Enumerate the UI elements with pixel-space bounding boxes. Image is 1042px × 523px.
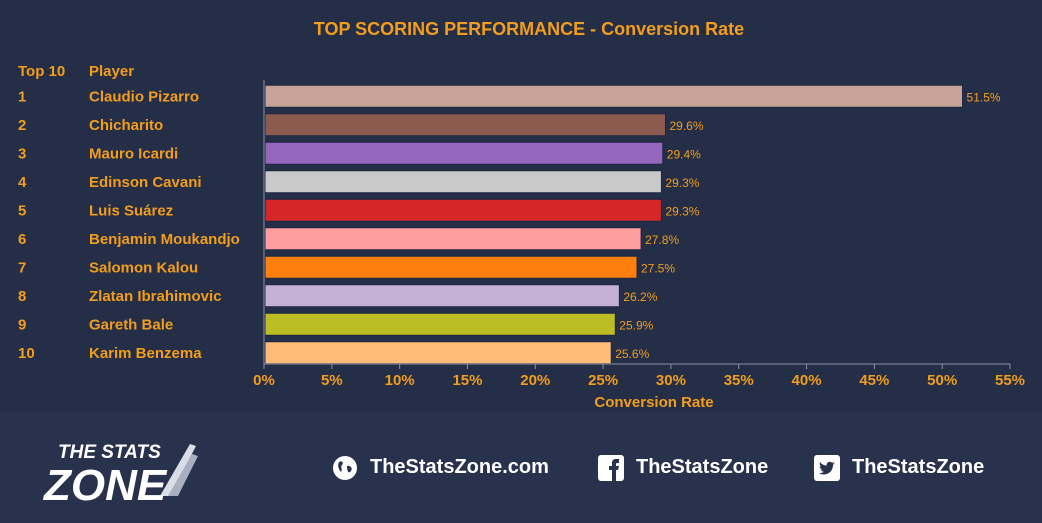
player-name: Mauro Icardi — [89, 145, 178, 162]
rank-label: 8 — [18, 288, 26, 305]
x-tick-label: 50% — [927, 372, 957, 389]
rank-label: 10 — [18, 345, 35, 362]
bar — [264, 284, 620, 308]
x-tick-label: 40% — [792, 372, 822, 389]
data-label: 29.3% — [665, 176, 699, 190]
data-label: 25.9% — [619, 318, 653, 332]
player-name: Zlatan Ibrahimovic — [89, 288, 222, 305]
stats-zone-logo: THE STATS ZONE — [42, 442, 198, 510]
data-label: 29.6% — [669, 119, 703, 133]
bar-rows: 1 Claudio Pizarro 51.5% 2 Chicharito 29.6% 3 Ma… — [18, 84, 1001, 365]
bar — [264, 255, 638, 279]
x-axis-label: Conversion Rate — [594, 394, 713, 411]
rank-label: 6 — [18, 231, 26, 248]
player-name: Chicharito — [89, 117, 163, 134]
x-tick-label: 15% — [452, 372, 482, 389]
logo-line2: ZONE — [42, 461, 168, 510]
x-tick-label: 5% — [321, 372, 343, 389]
player-name: Salomon Kalou — [89, 259, 198, 276]
globe-icon — [333, 455, 357, 480]
x-tick-label: 45% — [859, 372, 889, 389]
data-label: 27.5% — [641, 261, 675, 275]
bar-chart: TOP SCORING PERFORMANCE - Conversion Rat… — [18, 19, 1025, 411]
x-axis: 0% 5% 10% 15% 20% 25% 30% 35% 40% 45% 50% 55% — [253, 363, 1025, 389]
player-name: Edinson Cavani — [89, 174, 202, 191]
player-name: Claudio Pizarro — [89, 88, 199, 105]
chart-panel: TOP SCORING PERFORMANCE - Conversion Rat… — [18, 19, 1026, 411]
data-label: 51.5% — [967, 90, 1001, 104]
facebook-icon — [598, 454, 624, 481]
rank-label: 1 — [18, 88, 26, 105]
x-tick-label: 35% — [724, 372, 754, 389]
rank-label: 7 — [18, 259, 26, 276]
footer: THE STATS ZONE TheStatsZone.com TheStats… — [0, 412, 1042, 523]
facebook-link[interactable]: TheStatsZone — [598, 412, 768, 523]
data-label: 29.3% — [665, 204, 699, 218]
bar — [264, 227, 642, 251]
bar — [264, 170, 662, 194]
twitter-icon — [814, 454, 840, 481]
x-tick-label: 20% — [520, 372, 550, 389]
x-tick-label: 0% — [253, 372, 275, 389]
bar — [264, 198, 662, 222]
facebook-text: TheStatsZone — [636, 456, 769, 478]
bar — [264, 341, 612, 365]
bar — [264, 84, 964, 108]
rank-header: Top 10 — [18, 63, 65, 80]
rank-label: 4 — [18, 174, 27, 191]
player-name: Luis Suárez — [89, 202, 173, 219]
player-name: Karim Benzema — [89, 345, 202, 362]
x-tick-label: 30% — [656, 372, 686, 389]
chart-title: TOP SCORING PERFORMANCE - Conversion Rat… — [314, 19, 744, 39]
x-tick-label: 10% — [385, 372, 415, 389]
rank-label: 5 — [18, 202, 26, 219]
website-text: TheStatsZone.com — [370, 456, 549, 478]
data-label: 27.8% — [645, 233, 679, 247]
twitter-text: TheStatsZone — [852, 456, 985, 478]
x-tick-label: 25% — [588, 372, 618, 389]
data-label: 25.6% — [615, 347, 649, 361]
rank-label: 2 — [18, 117, 26, 134]
bar — [264, 312, 616, 336]
player-header: Player — [89, 63, 134, 80]
logo-line1: THE STATS — [58, 442, 161, 463]
player-name: Benjamin Moukandjo — [89, 231, 240, 248]
rank-label: 3 — [18, 145, 26, 162]
rank-label: 9 — [18, 316, 26, 333]
bar — [264, 113, 666, 137]
data-label: 26.2% — [623, 290, 657, 304]
twitter-link[interactable]: TheStatsZone — [814, 412, 984, 523]
bar — [264, 141, 664, 165]
data-label: 29.4% — [667, 147, 701, 161]
website-link[interactable]: TheStatsZone.com — [332, 412, 549, 523]
x-tick-label: 55% — [995, 372, 1025, 389]
player-name: Gareth Bale — [89, 316, 173, 333]
